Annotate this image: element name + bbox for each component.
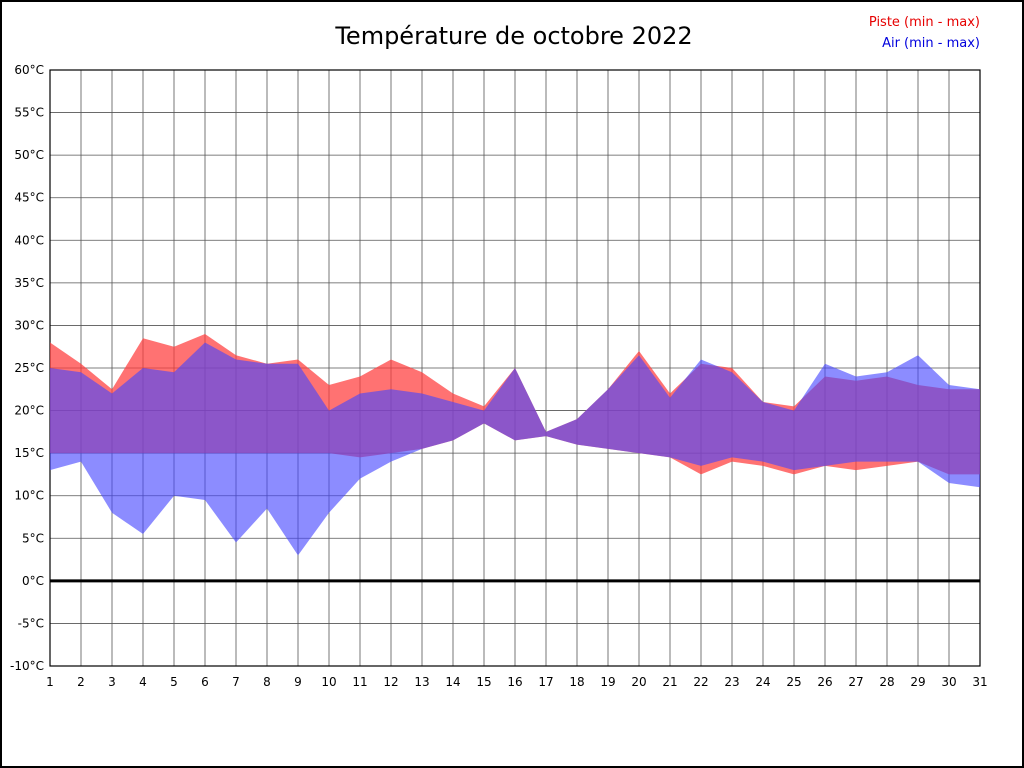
y-tick-label: -10°C — [10, 659, 44, 673]
y-tick-label: 55°C — [14, 106, 44, 120]
x-tick-label: 19 — [600, 675, 615, 689]
x-tick-label: 26 — [817, 675, 832, 689]
x-tick-label: 9 — [294, 675, 302, 689]
band-air — [50, 342, 980, 556]
legend-air: Air (min - max) — [882, 36, 980, 51]
y-tick-label: 40°C — [14, 233, 44, 247]
legend-piste: Piste (min - max) — [868, 15, 980, 30]
x-tick-label: 5 — [170, 675, 178, 689]
x-tick-label: 13 — [414, 675, 429, 689]
x-tick-label: 10 — [321, 675, 336, 689]
x-tick-label: 3 — [108, 675, 116, 689]
y-tick-label: 5°C — [22, 531, 44, 545]
x-tick-label: 27 — [848, 675, 863, 689]
x-tick-label: 25 — [786, 675, 801, 689]
x-tick-label: 29 — [910, 675, 925, 689]
x-tick-label: 7 — [232, 675, 240, 689]
x-tick-label: 2 — [77, 675, 85, 689]
x-tick-label: 4 — [139, 675, 147, 689]
y-tick-label: 45°C — [14, 191, 44, 205]
y-tick-label: 0°C — [22, 574, 44, 588]
x-tick-label: 16 — [507, 675, 522, 689]
x-tick-label: 17 — [538, 675, 553, 689]
x-tick-label: 31 — [972, 675, 987, 689]
x-tick-label: 6 — [201, 675, 209, 689]
y-tick-label: -5°C — [18, 616, 44, 630]
y-tick-label: 50°C — [14, 148, 44, 162]
x-tick-label: 20 — [631, 675, 646, 689]
x-tick-label: 1 — [46, 675, 54, 689]
x-tick-label: 28 — [879, 675, 894, 689]
x-tick-label: 11 — [352, 675, 367, 689]
y-tick-label: 35°C — [14, 276, 44, 290]
y-tick-label: 10°C — [14, 489, 44, 503]
y-tick-label: 30°C — [14, 318, 44, 332]
x-tick-label: 8 — [263, 675, 271, 689]
y-tick-label: 25°C — [14, 361, 44, 375]
chart-legend: Piste (min - max) Air (min - max) — [869, 12, 980, 54]
chart-title: Température de octobre 2022 — [335, 22, 693, 50]
x-tick-label: 18 — [569, 675, 584, 689]
x-tick-label: 23 — [724, 675, 739, 689]
y-tick-label: 20°C — [14, 404, 44, 418]
x-tick-label: 22 — [693, 675, 708, 689]
y-tick-label: 60°C — [14, 63, 44, 77]
x-tick-label: 30 — [941, 675, 956, 689]
x-tick-label: 21 — [662, 675, 677, 689]
x-tick-label: 24 — [755, 675, 770, 689]
x-tick-label: 15 — [476, 675, 491, 689]
x-tick-label: 14 — [445, 675, 460, 689]
x-tick-label: 12 — [383, 675, 398, 689]
y-tick-label: 15°C — [14, 446, 44, 460]
